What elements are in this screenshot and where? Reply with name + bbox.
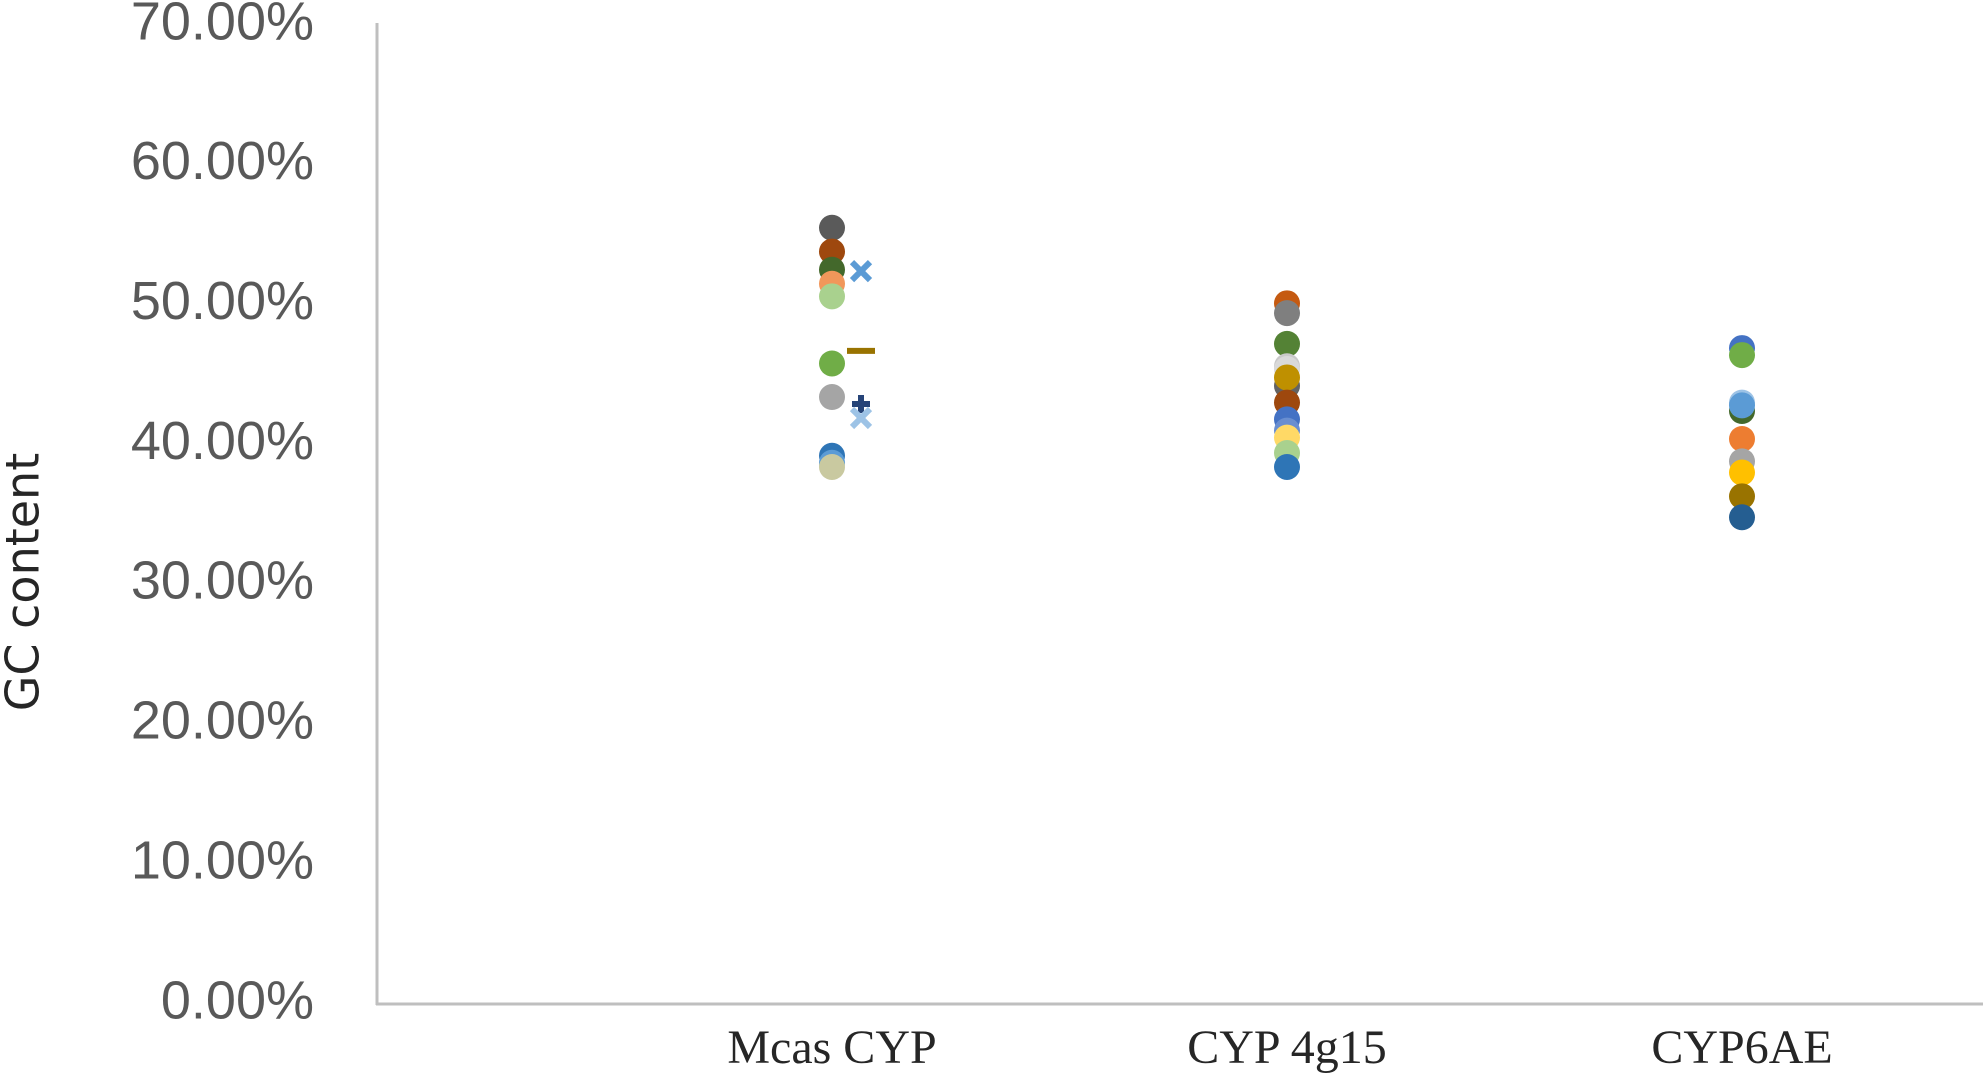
y-tick-label: 10.00% (131, 830, 314, 890)
y-tick-label: 60.00% (131, 131, 314, 191)
point (819, 283, 845, 310)
y-tick-label: 40.00% (131, 411, 314, 471)
point (1274, 300, 1300, 327)
marker-stroke (849, 260, 873, 283)
point (819, 214, 845, 241)
point (819, 453, 845, 480)
marker-stroke (849, 406, 873, 430)
x-tick-label: Mcas CYP (727, 1021, 936, 1074)
point (819, 384, 845, 411)
point (1729, 425, 1755, 452)
point (1729, 459, 1755, 486)
y-axis-label: GC content (0, 453, 50, 712)
point (1729, 504, 1755, 531)
point (819, 238, 845, 265)
y-tick-label: 20.00% (131, 691, 314, 751)
point (1729, 392, 1755, 419)
point (1274, 453, 1300, 480)
y-tick-label: 30.00% (131, 551, 314, 611)
y-tick-label: 50.00% (131, 271, 314, 331)
point (1274, 364, 1300, 391)
point (819, 350, 845, 377)
point (1729, 342, 1755, 369)
point (849, 406, 873, 430)
y-tick-label: 70.00% (131, 0, 314, 51)
point (1729, 483, 1755, 510)
x-tick-label: CYP 4g15 (1187, 1021, 1387, 1074)
y-tick-label: 0.00% (161, 970, 314, 1030)
point (852, 395, 870, 414)
x-tick-label: CYP6AE (1651, 1021, 1832, 1074)
point (1274, 330, 1300, 357)
point (849, 260, 873, 283)
